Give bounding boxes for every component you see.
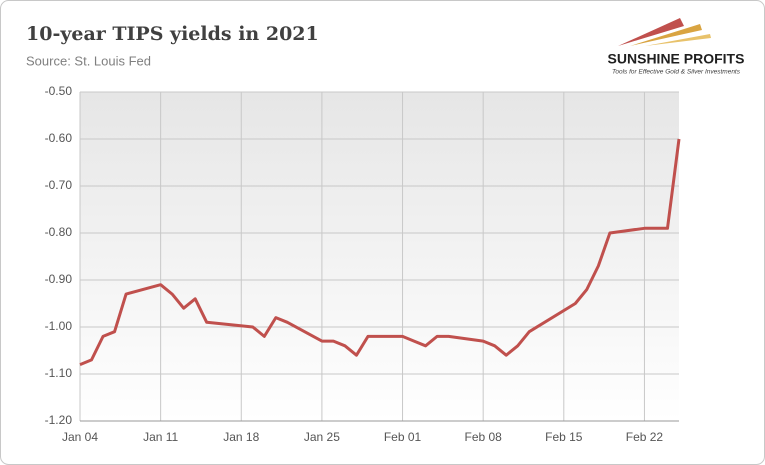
y-tick-label: -0.90	[45, 272, 73, 286]
logo-name: SUNSHINE PROFITS	[608, 51, 745, 67]
logo-tagline: Tools for Effective Gold & Silver Invest…	[612, 69, 741, 76]
y-tick-label: -0.70	[45, 178, 73, 192]
y-tick-label: -1.00	[45, 319, 73, 333]
logo: SUNSHINE PROFITS Tools for Effective Gol…	[608, 18, 745, 76]
x-tick-label: Feb 22	[626, 430, 664, 444]
y-tick-label: -0.80	[45, 225, 73, 239]
y-tick-label: -0.60	[45, 131, 73, 145]
x-tick-label: Jan 18	[223, 430, 259, 444]
x-tick-label: Jan 11	[143, 430, 178, 444]
chart-title: 10-year TIPS yields in 2021	[26, 23, 319, 45]
x-tick-label: Feb 15	[545, 430, 583, 444]
x-tick-label: Jan 04	[62, 430, 98, 444]
y-tick-label: -1.20	[45, 413, 73, 427]
logo-ray	[618, 18, 684, 46]
y-tick-label: -1.10	[45, 366, 73, 380]
data-line	[79, 138, 681, 366]
x-tick-label: Feb 01	[384, 430, 422, 444]
logo-ray	[630, 24, 702, 46]
x-tick-label: Feb 08	[464, 430, 502, 444]
plot-area	[80, 92, 679, 421]
chart-subtitle: Source: St. Louis Fed	[26, 53, 151, 68]
x-tick-label: Jan 25	[304, 430, 340, 444]
y-tick-label: -0.50	[45, 84, 73, 98]
logo-ray	[645, 34, 711, 46]
